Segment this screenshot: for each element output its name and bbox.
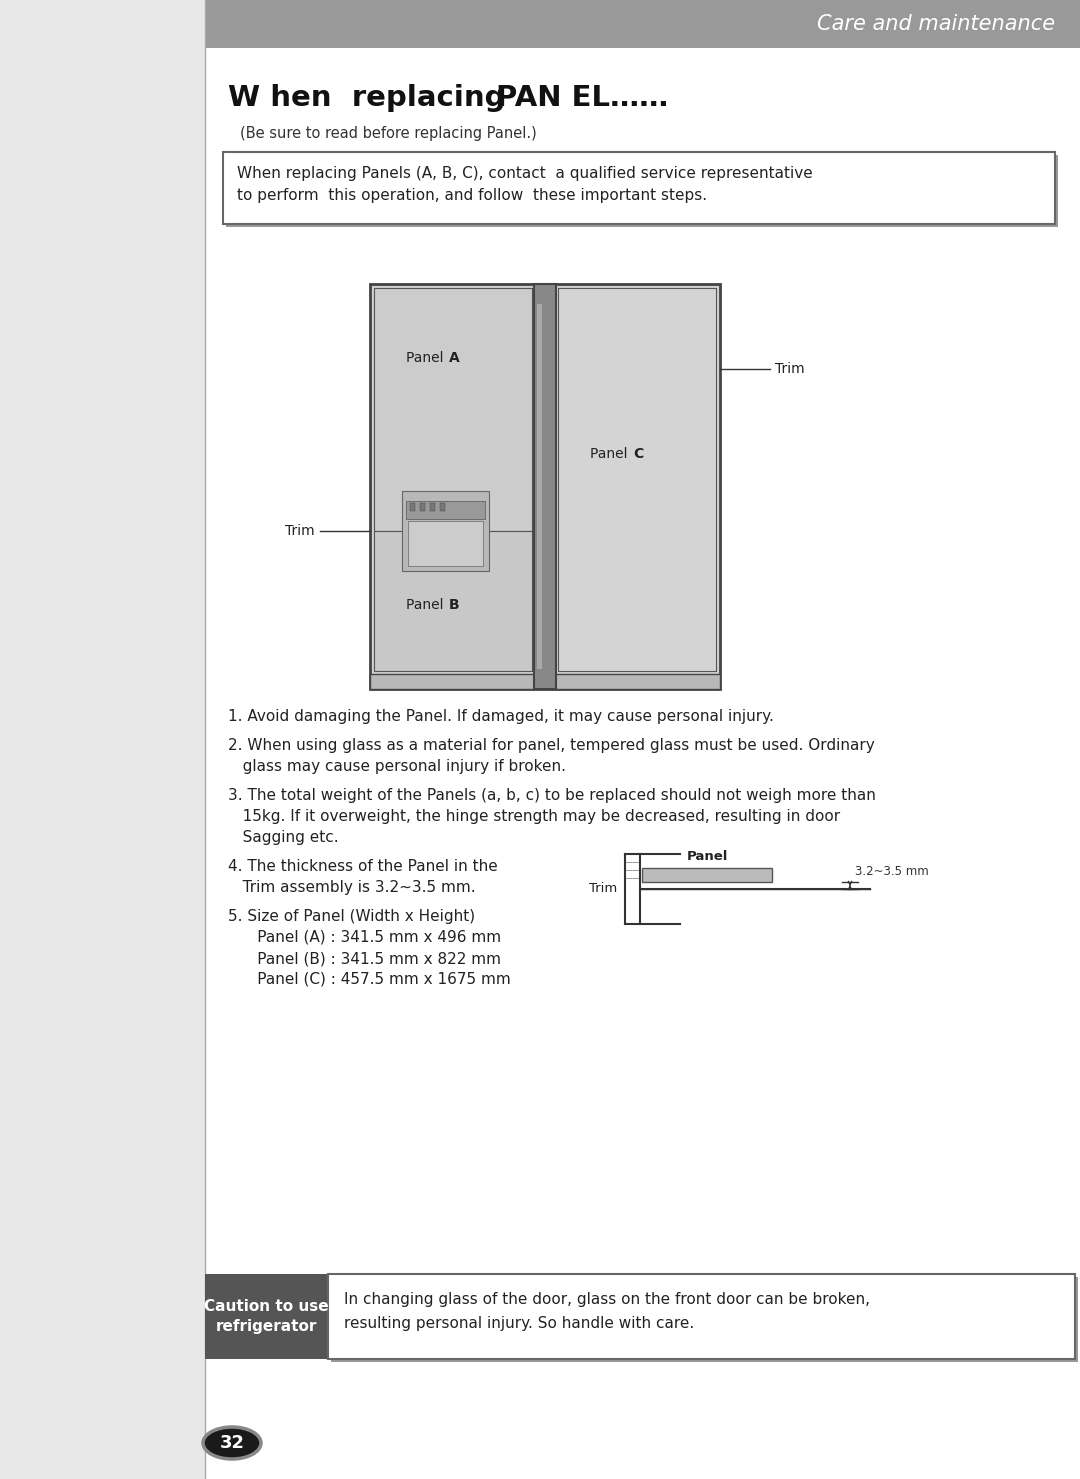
Bar: [406, 501, 485, 519]
Bar: [370, 674, 720, 689]
Text: Trim assembly is 3.2~3.5 mm.: Trim assembly is 3.2~3.5 mm.: [228, 880, 475, 895]
Text: 2. When using glass as a material for panel, tempered glass must be used. Ordina: 2. When using glass as a material for pa…: [228, 738, 875, 753]
Text: 15kg. If it overweight, the hinge strength may be decreased, resulting in door: 15kg. If it overweight, the hinge streng…: [228, 809, 840, 824]
Text: Trim: Trim: [589, 883, 617, 895]
Text: glass may cause personal injury if broken.: glass may cause personal injury if broke…: [228, 759, 566, 774]
Text: to perform  this operation, and follow  these important steps.: to perform this operation, and follow th…: [237, 188, 707, 203]
Text: 3.2~3.5 mm: 3.2~3.5 mm: [855, 865, 929, 879]
Text: 1. Avoid damaging the Panel. If damaged, it may cause personal injury.: 1. Avoid damaging the Panel. If damaged,…: [228, 708, 774, 725]
Bar: [330, 1276, 1078, 1362]
Bar: [407, 521, 483, 566]
Text: Panel (C) : 457.5 mm x 1675 mm: Panel (C) : 457.5 mm x 1675 mm: [228, 972, 511, 986]
Bar: [226, 155, 1058, 226]
Bar: [537, 305, 542, 669]
Text: Panel: Panel: [406, 351, 448, 364]
Bar: [534, 284, 556, 689]
Bar: [402, 491, 488, 571]
Text: 5. Size of Panel (Width x Height): 5. Size of Panel (Width x Height): [228, 910, 475, 924]
Bar: [0, 0, 205, 1479]
Text: Panel (B) : 341.5 mm x 822 mm: Panel (B) : 341.5 mm x 822 mm: [228, 951, 501, 966]
Bar: [374, 531, 532, 671]
Text: Panel (A) : 341.5 mm x 496 mm: Panel (A) : 341.5 mm x 496 mm: [228, 930, 501, 945]
Bar: [430, 503, 434, 512]
Text: 3. The total weight of the Panels (a, b, c) to be replaced should not weigh more: 3. The total weight of the Panels (a, b,…: [228, 788, 876, 803]
Text: Panel: Panel: [406, 598, 448, 612]
Text: W hen  replacing: W hen replacing: [228, 84, 526, 112]
Text: 32: 32: [219, 1435, 244, 1452]
Bar: [374, 288, 532, 531]
Text: Trim: Trim: [285, 524, 315, 538]
Bar: [328, 1273, 1075, 1359]
Text: Panel: Panel: [686, 850, 728, 864]
Text: When replacing Panels (A, B, C), contact  a qualified service representative: When replacing Panels (A, B, C), contact…: [237, 166, 813, 180]
Bar: [440, 503, 445, 512]
Text: B: B: [449, 598, 460, 612]
Text: A: A: [449, 351, 460, 364]
Bar: [222, 152, 1055, 223]
Text: Care and maintenance: Care and maintenance: [816, 13, 1055, 34]
Bar: [205, 1273, 328, 1359]
Bar: [370, 284, 720, 689]
Text: 4. The thickness of the Panel in the: 4. The thickness of the Panel in the: [228, 859, 498, 874]
Text: C: C: [633, 447, 644, 461]
Ellipse shape: [203, 1427, 261, 1458]
Text: In changing glass of the door, glass on the front door can be broken,: In changing glass of the door, glass on …: [345, 1293, 870, 1307]
Text: resulting personal injury. So handle with care.: resulting personal injury. So handle wit…: [345, 1316, 694, 1331]
Bar: [205, 0, 1080, 47]
Text: Caution to use
refrigerator: Caution to use refrigerator: [204, 1299, 328, 1334]
Text: Sagging etc.: Sagging etc.: [228, 830, 339, 845]
Text: (Be sure to read before replacing Panel.): (Be sure to read before replacing Panel.…: [240, 126, 537, 141]
Bar: [642, 868, 772, 881]
Bar: [420, 503, 424, 512]
Text: Panel: Panel: [590, 447, 632, 461]
Bar: [409, 503, 415, 512]
Text: PAN EL……: PAN EL……: [496, 84, 669, 112]
Bar: [558, 288, 716, 671]
Text: Trim: Trim: [775, 362, 805, 376]
